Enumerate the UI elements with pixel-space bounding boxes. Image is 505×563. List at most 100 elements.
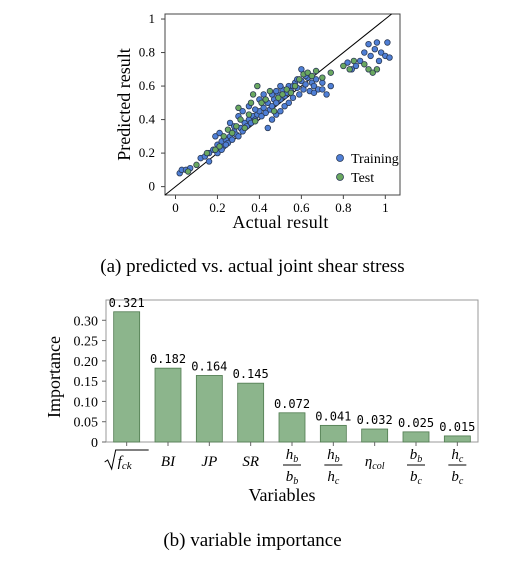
x-tick-label-group: hb bb — [283, 447, 301, 487]
test-point — [365, 66, 372, 73]
bar-chart: 0 0.05 0.10 0.15 0.20 0.25 0.30 Importance Varia… — [44, 296, 479, 505]
y-axis-label: Importance — [44, 336, 64, 418]
x-tick-label: ηcol — [365, 454, 385, 472]
training-point — [277, 108, 284, 115]
training-point — [384, 39, 391, 46]
test-point — [245, 111, 253, 118]
training-point — [277, 82, 284, 90]
x-tick-label: JP — [201, 454, 217, 470]
fraction-denominator: hc — [327, 469, 340, 487]
bar — [154, 367, 182, 443]
fraction-numerator: bb — [410, 447, 423, 465]
test-point — [233, 123, 240, 130]
training-point — [344, 59, 351, 66]
x-tick-label: 0.8 — [335, 200, 351, 215]
training-point — [302, 81, 309, 88]
test-point — [312, 67, 320, 75]
y-tick-label: 0.05 — [74, 416, 99, 431]
x-tick-label: fck — [118, 454, 133, 472]
training-point — [375, 57, 383, 65]
test-point — [216, 143, 223, 150]
test-point — [235, 104, 242, 112]
training-point — [327, 82, 334, 90]
x-axis-label: Variables — [249, 485, 316, 505]
x-tick-label-group: bb bc — [407, 447, 425, 487]
test-point — [193, 161, 200, 169]
training-point — [361, 49, 368, 56]
training-point — [386, 54, 393, 61]
bar — [361, 428, 389, 443]
y-tick-label: 0.10 — [74, 395, 99, 410]
bar — [113, 311, 141, 443]
bar — [443, 435, 471, 443]
test-point — [369, 69, 376, 76]
training-point — [264, 124, 272, 132]
bar-value-label: 0.032 — [357, 413, 393, 427]
test-point — [340, 62, 347, 70]
scatter-caption: (a) predicted vs. actual joint shear str… — [100, 256, 405, 277]
test-point — [346, 66, 353, 73]
training-point — [226, 119, 234, 127]
training-point — [285, 99, 292, 107]
scatter-chart: 0 0.2 0.4 0.6 0.8 1 0 0.2 0.4 0.6 0.8 1 Actual resul… — [114, 11, 401, 232]
bar-value-label: 0.182 — [150, 352, 186, 366]
test-point — [327, 69, 334, 76]
x-tick-label: 1 — [382, 200, 389, 215]
y-tick-label: 0.30 — [74, 314, 99, 329]
y-tick-label: 0.4 — [139, 112, 156, 127]
test-point — [291, 82, 299, 90]
training-point — [239, 108, 246, 115]
training-point — [252, 106, 259, 113]
bar — [237, 382, 265, 443]
bar — [278, 412, 306, 443]
plot-frame — [164, 13, 401, 196]
x-axis-label: Actual result — [232, 212, 328, 232]
training-point — [319, 86, 326, 93]
training-point — [373, 39, 381, 46]
test-point — [287, 89, 295, 96]
legend-marker — [336, 154, 344, 162]
test-point — [237, 116, 244, 123]
training-point — [205, 158, 213, 165]
test-point — [224, 126, 232, 133]
training-point — [235, 133, 242, 140]
x-tick-label-group: ηcol — [365, 454, 385, 472]
training-point — [268, 116, 276, 123]
bar-value-label: 0.025 — [398, 416, 434, 430]
training-point — [228, 136, 236, 143]
fraction-denominator: bc — [451, 469, 464, 487]
sqrt-sign — [104, 449, 149, 471]
training-point — [296, 91, 303, 98]
bar-caption: (b) variable importance — [163, 530, 342, 551]
bar — [402, 431, 430, 443]
test-point — [212, 146, 219, 153]
training-point — [365, 40, 372, 48]
bar — [195, 375, 223, 443]
bar-value-label: 0.041 — [315, 409, 351, 423]
y-tick-label: 0 — [91, 436, 98, 451]
training-point — [273, 87, 280, 95]
legend-label: Test — [351, 171, 374, 186]
training-point — [367, 52, 374, 60]
test-point — [350, 57, 358, 65]
test-point — [270, 108, 278, 115]
y-tick-label: 0.25 — [74, 335, 99, 350]
test-point — [184, 168, 192, 175]
fraction-denominator: bb — [286, 469, 299, 487]
test-point — [266, 87, 274, 95]
x-tick-label: SR — [242, 454, 259, 470]
training-point — [212, 133, 219, 140]
test-point — [203, 149, 211, 157]
bar-value-label: 0.321 — [109, 296, 145, 310]
x-tick-label: 0.6 — [293, 200, 310, 215]
training-point — [310, 82, 318, 90]
x-tick-label: 0.2 — [209, 200, 225, 215]
training-point — [312, 76, 320, 83]
training-point — [262, 109, 269, 117]
test-point — [249, 91, 257, 98]
training-point — [216, 129, 223, 137]
test-point — [283, 86, 290, 93]
test-point — [373, 66, 381, 73]
test-point — [254, 82, 261, 90]
test-point — [361, 61, 368, 68]
